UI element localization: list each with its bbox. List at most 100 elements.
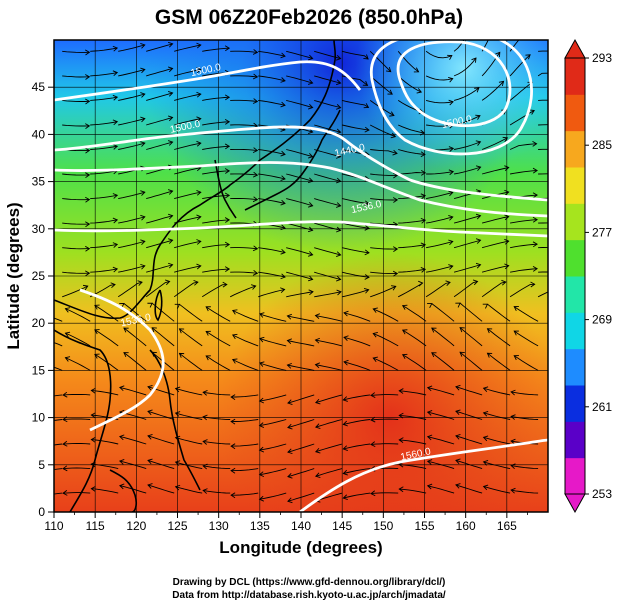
- streamline-arrow: [391, 285, 397, 291]
- streamline: [259, 468, 287, 476]
- streamline-arrow: [224, 45, 231, 52]
- streamline-arrow: [62, 490, 68, 496]
- streamline-arrow: [504, 165, 510, 171]
- streamline: [315, 394, 343, 404]
- streamline: [258, 198, 286, 204]
- streamline: [146, 117, 173, 126]
- streamline: [230, 271, 258, 274]
- streamline-arrow: [258, 361, 265, 367]
- streamline: [54, 342, 63, 347]
- streamline-arrow: [85, 172, 91, 179]
- streamline: [146, 215, 173, 224]
- streamline-arrow: [427, 303, 433, 308]
- streamline: [426, 216, 453, 224]
- streamline-arrow: [196, 67, 202, 73]
- credit-line-1: Drawing by DCL (https://www.gfd-dennou.o…: [173, 577, 446, 588]
- streamline-arrow: [280, 52, 286, 59]
- streamline-arrow: [147, 302, 153, 308]
- streamline-arrow: [94, 353, 100, 359]
- streamline-arrow: [482, 303, 489, 309]
- streamline-arrow: [36, 311, 40, 316]
- streamline: [90, 243, 118, 249]
- streamline-arrow: [342, 445, 348, 451]
- streamline: [427, 411, 455, 420]
- streamline-arrow: [252, 171, 259, 178]
- streamline-arrow: [82, 284, 89, 291]
- streamline-arrow: [419, 129, 426, 136]
- streamline-arrow: [62, 416, 68, 423]
- streamline: [54, 443, 63, 446]
- streamline-arrow: [167, 238, 174, 244]
- streamline-arrow: [280, 287, 286, 293]
- streamline-arrow: [36, 335, 40, 340]
- streamline: [203, 440, 231, 445]
- streamline: [175, 461, 203, 470]
- streamline: [425, 50, 452, 59]
- streamline: [287, 492, 315, 502]
- streamline: [483, 412, 511, 420]
- streamline: [509, 143, 537, 150]
- colorbar-label: 253: [592, 487, 612, 501]
- streamline: [123, 303, 147, 322]
- streamline-arrow: [532, 141, 538, 147]
- streamline-arrow: [193, 279, 199, 286]
- streamline: [431, 327, 455, 347]
- streamline-arrow: [140, 116, 146, 123]
- streamline: [201, 284, 227, 298]
- streamline-arrow: [196, 140, 202, 147]
- streamline: [314, 271, 341, 280]
- streamline: [119, 436, 147, 445]
- streamline: [426, 171, 454, 175]
- streamline-arrow: [336, 128, 342, 135]
- streamline-arrow: [85, 245, 91, 252]
- streamline: [426, 265, 453, 273]
- streamline: [174, 191, 201, 200]
- y-tick-label: 45: [32, 80, 46, 94]
- streamline-arrow: [475, 262, 482, 269]
- streamline-arrow: [174, 303, 181, 309]
- streamline-arrow: [532, 265, 538, 272]
- streamline: [230, 247, 258, 250]
- streamline-arrow: [559, 284, 564, 289]
- streamline: [370, 271, 398, 275]
- streamline-arrow: [561, 49, 565, 54]
- streamline: [315, 339, 343, 347]
- streamline-arrow: [431, 327, 437, 333]
- streamline: [230, 124, 258, 127]
- streamline-arrow: [64, 331, 71, 338]
- streamline-arrow: [448, 215, 454, 221]
- streamline: [287, 364, 315, 371]
- streamline: [202, 194, 230, 200]
- streamline: [173, 281, 198, 298]
- streamline: [54, 492, 63, 495]
- streamline: [314, 173, 341, 182]
- streamline-arrow: [364, 225, 370, 231]
- streamline-arrow: [85, 196, 91, 203]
- streamline: [455, 410, 483, 420]
- streamline: [538, 148, 548, 150]
- streamline-arrow: [363, 288, 370, 294]
- streamline: [232, 334, 259, 347]
- streamline: [398, 149, 425, 155]
- streamline-arrow: [482, 484, 489, 491]
- streamline: [455, 386, 483, 396]
- streamline-arrow: [167, 189, 174, 195]
- streamline-arrow: [472, 279, 479, 286]
- streamline-arrow: [448, 190, 454, 197]
- colorbar-segment: [565, 348, 585, 386]
- colorbar-segment: [565, 385, 585, 422]
- streamline: [370, 198, 398, 201]
- streamline: [481, 240, 509, 249]
- streamline-arrow: [230, 418, 236, 425]
- streamline-arrow: [307, 177, 314, 184]
- streamline-arrow: [532, 192, 538, 199]
- streamline: [398, 244, 426, 249]
- streamline-arrow: [205, 355, 211, 361]
- streamline: [342, 247, 370, 254]
- streamline: [118, 44, 145, 52]
- streamline-arrow: [196, 263, 202, 270]
- streamline: [481, 216, 509, 224]
- colorbar-segment: [565, 276, 585, 313]
- streamline-arrow: [370, 441, 376, 448]
- streamline: [481, 40, 489, 52]
